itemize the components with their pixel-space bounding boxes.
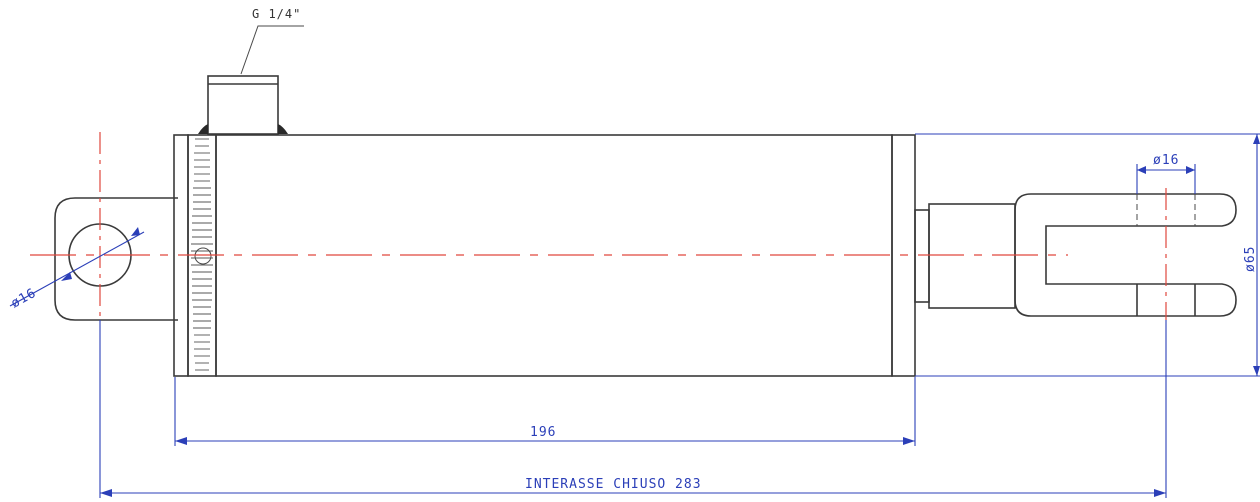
dimension-body-diameter: ø65 [915,133,1260,377]
closed-centres-arrow-left [100,489,112,497]
front-clevis [1014,193,1237,317]
piston-rod [914,203,1016,309]
dimension-body-length: 196 [174,377,916,446]
left-pin-arrow-bottom [61,272,72,281]
port-weld-left [198,124,208,134]
rod-collar [914,209,930,303]
right-pin-arrow-left [1137,166,1146,174]
oil-port: G 1/4" [198,7,304,135]
port-leader-line [240,25,304,75]
knurl-pattern [191,138,213,371]
clevis-outline [1014,193,1237,317]
body-diameter-label: ø65 [1243,246,1258,272]
right-pin-arrow-right [1186,166,1195,174]
left-pin-arrow-top [131,227,140,236]
rear-eye-mount [54,197,178,321]
body-dia-arrow-bottom [1253,366,1260,376]
rod-body [928,203,1016,309]
left-pin-diameter-label: ø16 [9,286,39,312]
port-label: G 1/4" [252,7,301,21]
left-pin-dim-line [9,231,145,307]
dimension-closed-centres: INTERASSE CHIUSO 283 [99,320,1167,498]
body-dia-arrow-top [1253,134,1260,144]
right-pin-diameter-label: ø16 [1153,153,1179,168]
port-weld-right [278,124,288,134]
body-length-label: 196 [530,425,556,440]
dimension-right-pin: ø16 [1136,153,1196,194]
dimension-left-pin: ø16 [9,227,145,312]
closed-centres-label: INTERASSE CHIUSO 283 [525,477,702,492]
closed-centres-arrow-right [1154,489,1166,497]
port-fitting [207,75,279,135]
rear-eye-outline [54,197,178,321]
body-length-arrow-left [175,437,187,445]
rear-cap-pin [194,247,212,265]
body-length-arrow-right [903,437,915,445]
